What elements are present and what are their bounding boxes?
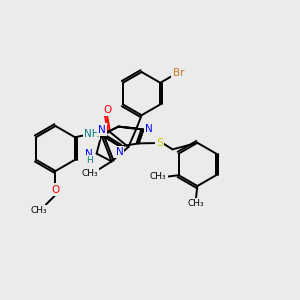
Text: N: N	[116, 147, 123, 157]
Text: O: O	[103, 105, 111, 115]
Text: CH₃: CH₃	[150, 172, 166, 181]
Text: N: N	[145, 124, 153, 134]
Text: CH₃: CH₃	[81, 169, 98, 178]
Text: N: N	[85, 149, 93, 159]
Text: H: H	[86, 156, 92, 165]
Text: S: S	[156, 137, 163, 148]
Text: N: N	[98, 124, 106, 135]
Text: O: O	[51, 184, 60, 195]
Text: CH₃: CH₃	[31, 206, 47, 215]
Text: CH₃: CH₃	[188, 200, 204, 208]
Text: NH: NH	[84, 129, 99, 139]
Text: Br: Br	[172, 68, 184, 78]
